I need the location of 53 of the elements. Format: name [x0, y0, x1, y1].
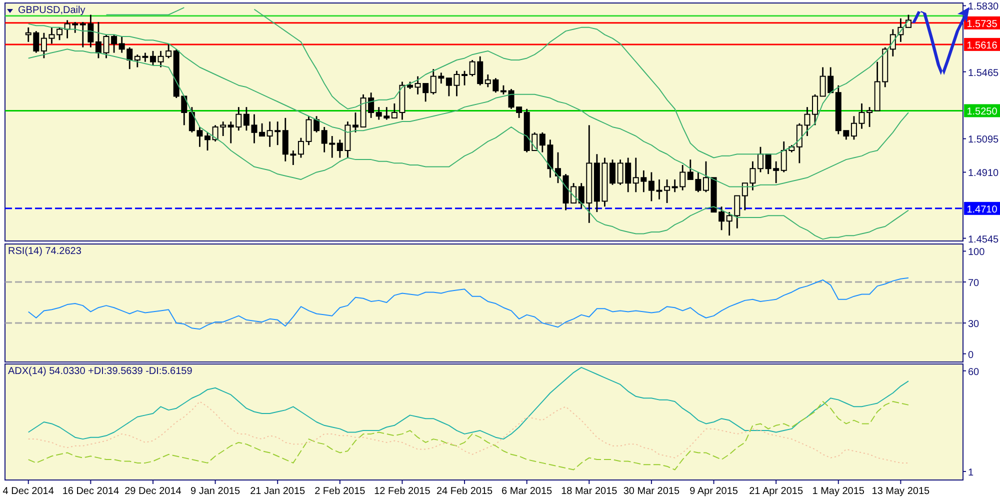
- candlestick: [664, 178, 670, 204]
- x-tick-label: 30 Mar 2015: [623, 486, 680, 497]
- candlestick: [352, 112, 358, 134]
- y-tick-label: 1.5095: [968, 134, 1000, 146]
- y-tick-label: 100: [968, 247, 986, 258]
- y-tick-label: 1.5830: [968, 2, 1000, 13]
- y-tick-label: 1.4545: [968, 234, 1000, 246]
- candlestick: [702, 160, 709, 193]
- x-tick-label: 29 Dec 2014: [124, 486, 182, 497]
- y-tick-label: 1.5465: [968, 68, 1000, 79]
- x-tick-label: 6 Mar 2015: [502, 486, 553, 497]
- x-tick-label: 4 Dec 2014: [2, 486, 54, 497]
- y-tick-label: 1: [968, 467, 974, 478]
- candlestick: [500, 84, 506, 96]
- candlestick: [905, 14, 912, 28]
- x-tick-label: 9 Apr 2015: [690, 486, 738, 497]
- candlestick: [56, 26, 63, 41]
- x-tick-label: 1 May 2015: [812, 486, 865, 497]
- x-tick-label: 21 Jan 2015: [250, 486, 306, 497]
- candlestick: [757, 146, 764, 173]
- candlestick: [554, 152, 561, 184]
- ref-line-label: 1.5616: [966, 40, 998, 52]
- x-tick-label: 2 Feb 2015: [314, 486, 366, 497]
- candlestick: [150, 50, 156, 66]
- y-tick-label: 60: [968, 366, 980, 378]
- candlestick: [610, 158, 616, 186]
- ref-line-label: 1.5250: [966, 106, 998, 118]
- x-tick-label: 9 Jan 2015: [190, 486, 240, 497]
- ref-line-label: 1.4710: [966, 204, 998, 216]
- candlestick: [812, 94, 818, 126]
- y-tick-label: 1.4910: [968, 168, 1000, 180]
- y-tick-label: 30: [968, 319, 980, 330]
- candlestick: [462, 70, 468, 86]
- x-tick-label: 13 May 2015: [872, 486, 930, 497]
- candlestick: [204, 132, 211, 152]
- candlestick: [95, 21, 102, 59]
- candlestick: [726, 211, 732, 236]
- candlestick: [298, 137, 304, 158]
- x-tick-label: 18 Mar 2015: [561, 486, 618, 497]
- candlestick: [734, 195, 740, 230]
- candlestick: [866, 106, 873, 128]
- chart-title: ADX(14) 54.0330 +DI:39.5639 -DI:5.6159: [8, 366, 193, 377]
- y-tick-label: 0: [968, 350, 974, 361]
- chart-title: GBPUSD,Daily: [18, 5, 86, 16]
- x-tick-label: 12 Feb 2015: [374, 486, 431, 497]
- chart-title: RSI(14) 74.2623: [8, 246, 82, 257]
- ref-line-label: 1.5735: [966, 18, 998, 30]
- x-tick-label: 16 Dec 2014: [62, 486, 120, 497]
- candlestick: [259, 122, 266, 137]
- line-series: [28, 277, 909, 330]
- y-tick-label: 70: [968, 278, 980, 289]
- x-tick-label: 21 Apr 2015: [749, 486, 804, 497]
- x-tick-label: 24 Feb 2015: [436, 486, 494, 497]
